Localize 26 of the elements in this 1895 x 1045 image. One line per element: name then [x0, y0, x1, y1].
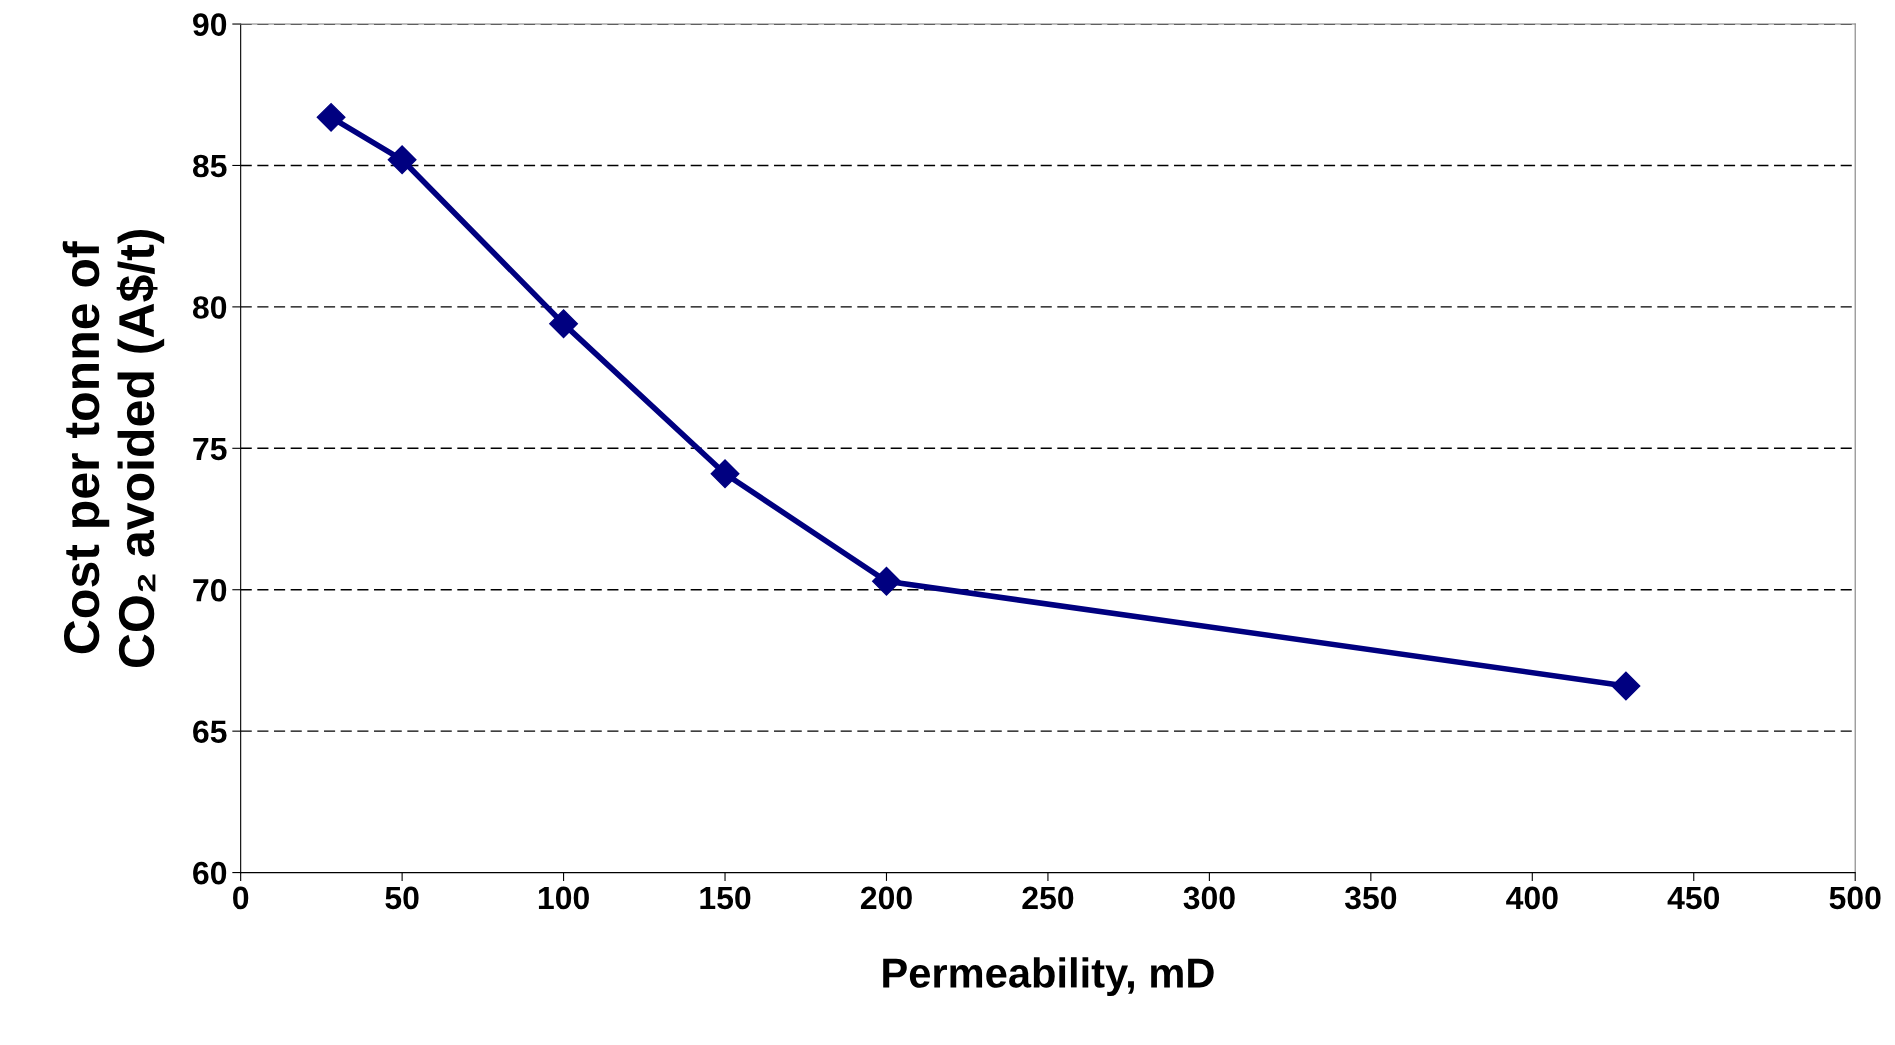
point: [387, 145, 417, 175]
x-tick-label: 350: [1344, 886, 1397, 910]
y-tick-label: 65: [193, 720, 227, 744]
x-tick-label: 100: [538, 886, 589, 910]
y-axis-title: Cost per tonne of CO₂ avoided (A$/t): [62, 229, 165, 668]
x-tick-label: 0: [233, 886, 249, 910]
y-tick-label: 70: [193, 579, 227, 602]
point: [316, 102, 346, 132]
y-tick-label: 60: [193, 861, 227, 885]
x-tick-label: 500: [1829, 886, 1881, 910]
y-tick-label: 80: [192, 296, 227, 319]
x-tick-label: 200: [860, 886, 912, 910]
y-tick-label: 75: [193, 437, 227, 461]
point: [710, 459, 740, 489]
x-tick-label: 150: [700, 886, 751, 910]
x-tick-label: 450: [1667, 886, 1720, 910]
point: [1611, 671, 1641, 701]
x-tick-label: 250: [1022, 886, 1074, 910]
x-tick-label: 300: [1183, 886, 1235, 910]
y-tick-label: 90: [193, 13, 227, 36]
x-axis-title: Permeability, mD: [883, 957, 1214, 997]
point: [549, 309, 579, 339]
point: [872, 566, 901, 596]
x-tick-label: 50: [385, 886, 419, 910]
x-tick-label: 400: [1506, 886, 1558, 910]
y-tick-label: 85: [192, 154, 227, 178]
